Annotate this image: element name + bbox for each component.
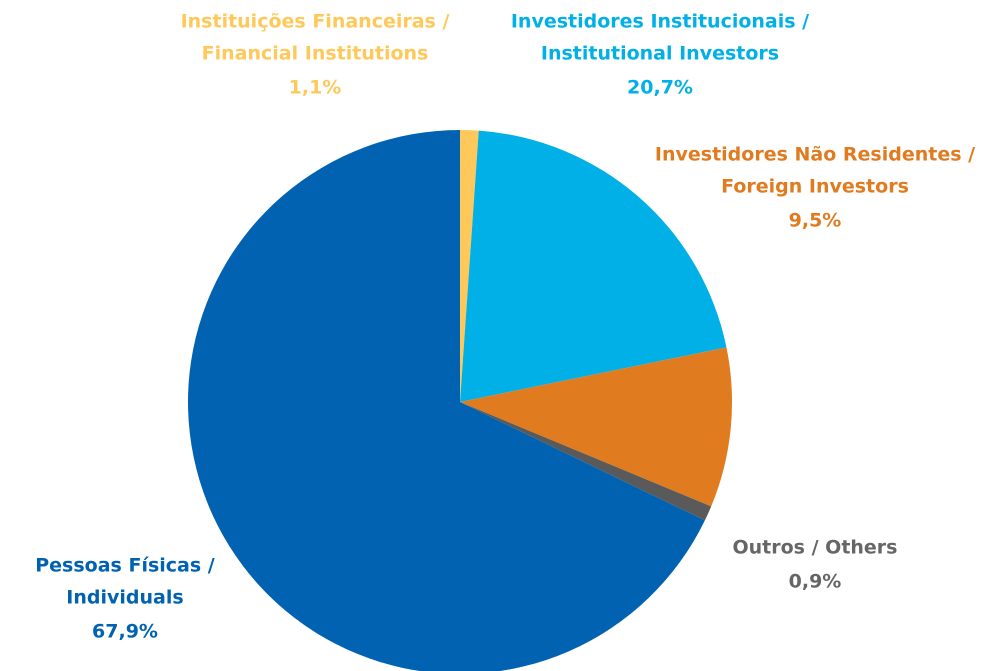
slice-label: Investidores Institucionais / [511,11,809,33]
slice-label: Outros / Others [733,537,898,559]
slice-label: Pessoas Físicas / [35,555,215,577]
slice-label: Instituições Financeiras / [181,11,450,33]
slice-label: Financial Institutions [202,43,429,65]
slice-label: Institutional Investors [541,43,779,65]
value-label: 67,9% [92,621,158,643]
slice-label: Foreign Investors [721,176,909,198]
pie-slice [460,402,712,521]
slice-label: Investidores Não Residentes / [655,144,975,166]
pie-slice [460,130,479,402]
value-label: 9,5% [789,210,842,232]
pie-slice [460,130,727,402]
value-label: 20,7% [627,77,693,99]
value-label: 1,1% [289,77,342,99]
pie-slice [188,130,705,671]
slice-label: Individuals [66,587,183,609]
pie-slice [460,347,732,507]
value-label: 0,9% [789,571,842,593]
